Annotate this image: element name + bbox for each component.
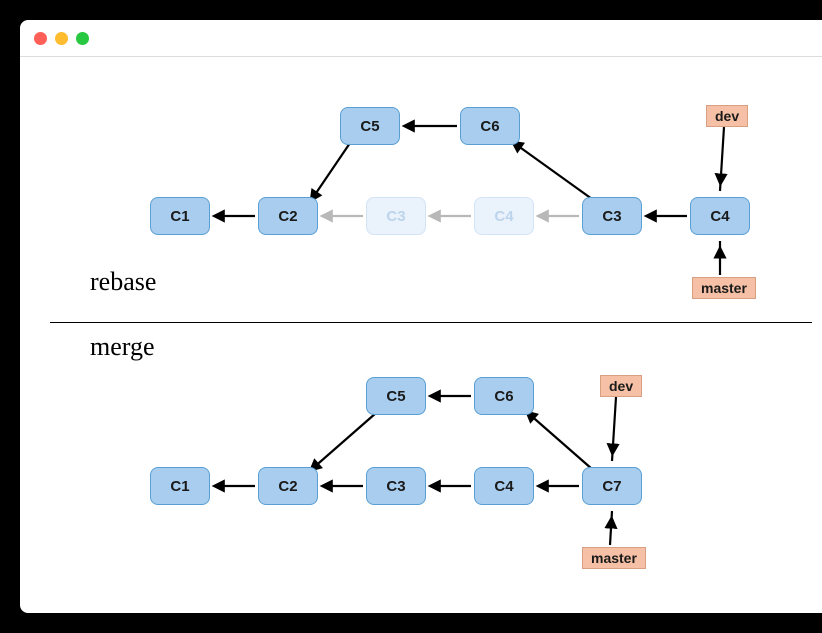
- commit-c2: C2: [258, 197, 318, 235]
- section-divider: [50, 322, 812, 323]
- commit-c4: C4: [690, 197, 750, 235]
- close-icon[interactable]: [34, 32, 47, 45]
- commit-c5: C5: [340, 107, 400, 145]
- commit-m_c5: C5: [366, 377, 426, 415]
- branch-rebase-master: master: [692, 277, 756, 299]
- branch-merge-dev: dev: [600, 375, 642, 397]
- commit-m_c4: C4: [474, 467, 534, 505]
- commit-c3: C3: [582, 197, 642, 235]
- merge-label: merge: [90, 332, 155, 362]
- commit-m_c1: C1: [150, 467, 210, 505]
- minimize-icon[interactable]: [55, 32, 68, 45]
- commit-c1: C1: [150, 197, 210, 235]
- commit-m_c7: C7: [582, 467, 642, 505]
- window-titlebar: [20, 20, 822, 57]
- commit-c6: C6: [460, 107, 520, 145]
- commit-c4g: C4: [474, 197, 534, 235]
- zoom-icon[interactable]: [76, 32, 89, 45]
- rebase-label: rebase: [90, 267, 156, 297]
- commit-m_c2: C2: [258, 467, 318, 505]
- branch-rebase-dev: dev: [706, 105, 748, 127]
- commit-m_c3: C3: [366, 467, 426, 505]
- app-window: C1 C2 C3 C4 C3 C4 C5 C6 dev master rebase merge C1 C2…: [20, 20, 822, 613]
- commit-c3g: C3: [366, 197, 426, 235]
- branch-merge-master: master: [582, 547, 646, 569]
- commit-m_c6: C6: [474, 377, 534, 415]
- diagram-content: C1 C2 C3 C4 C3 C4 C5 C6 dev master rebase merge C1 C2…: [20, 57, 822, 613]
